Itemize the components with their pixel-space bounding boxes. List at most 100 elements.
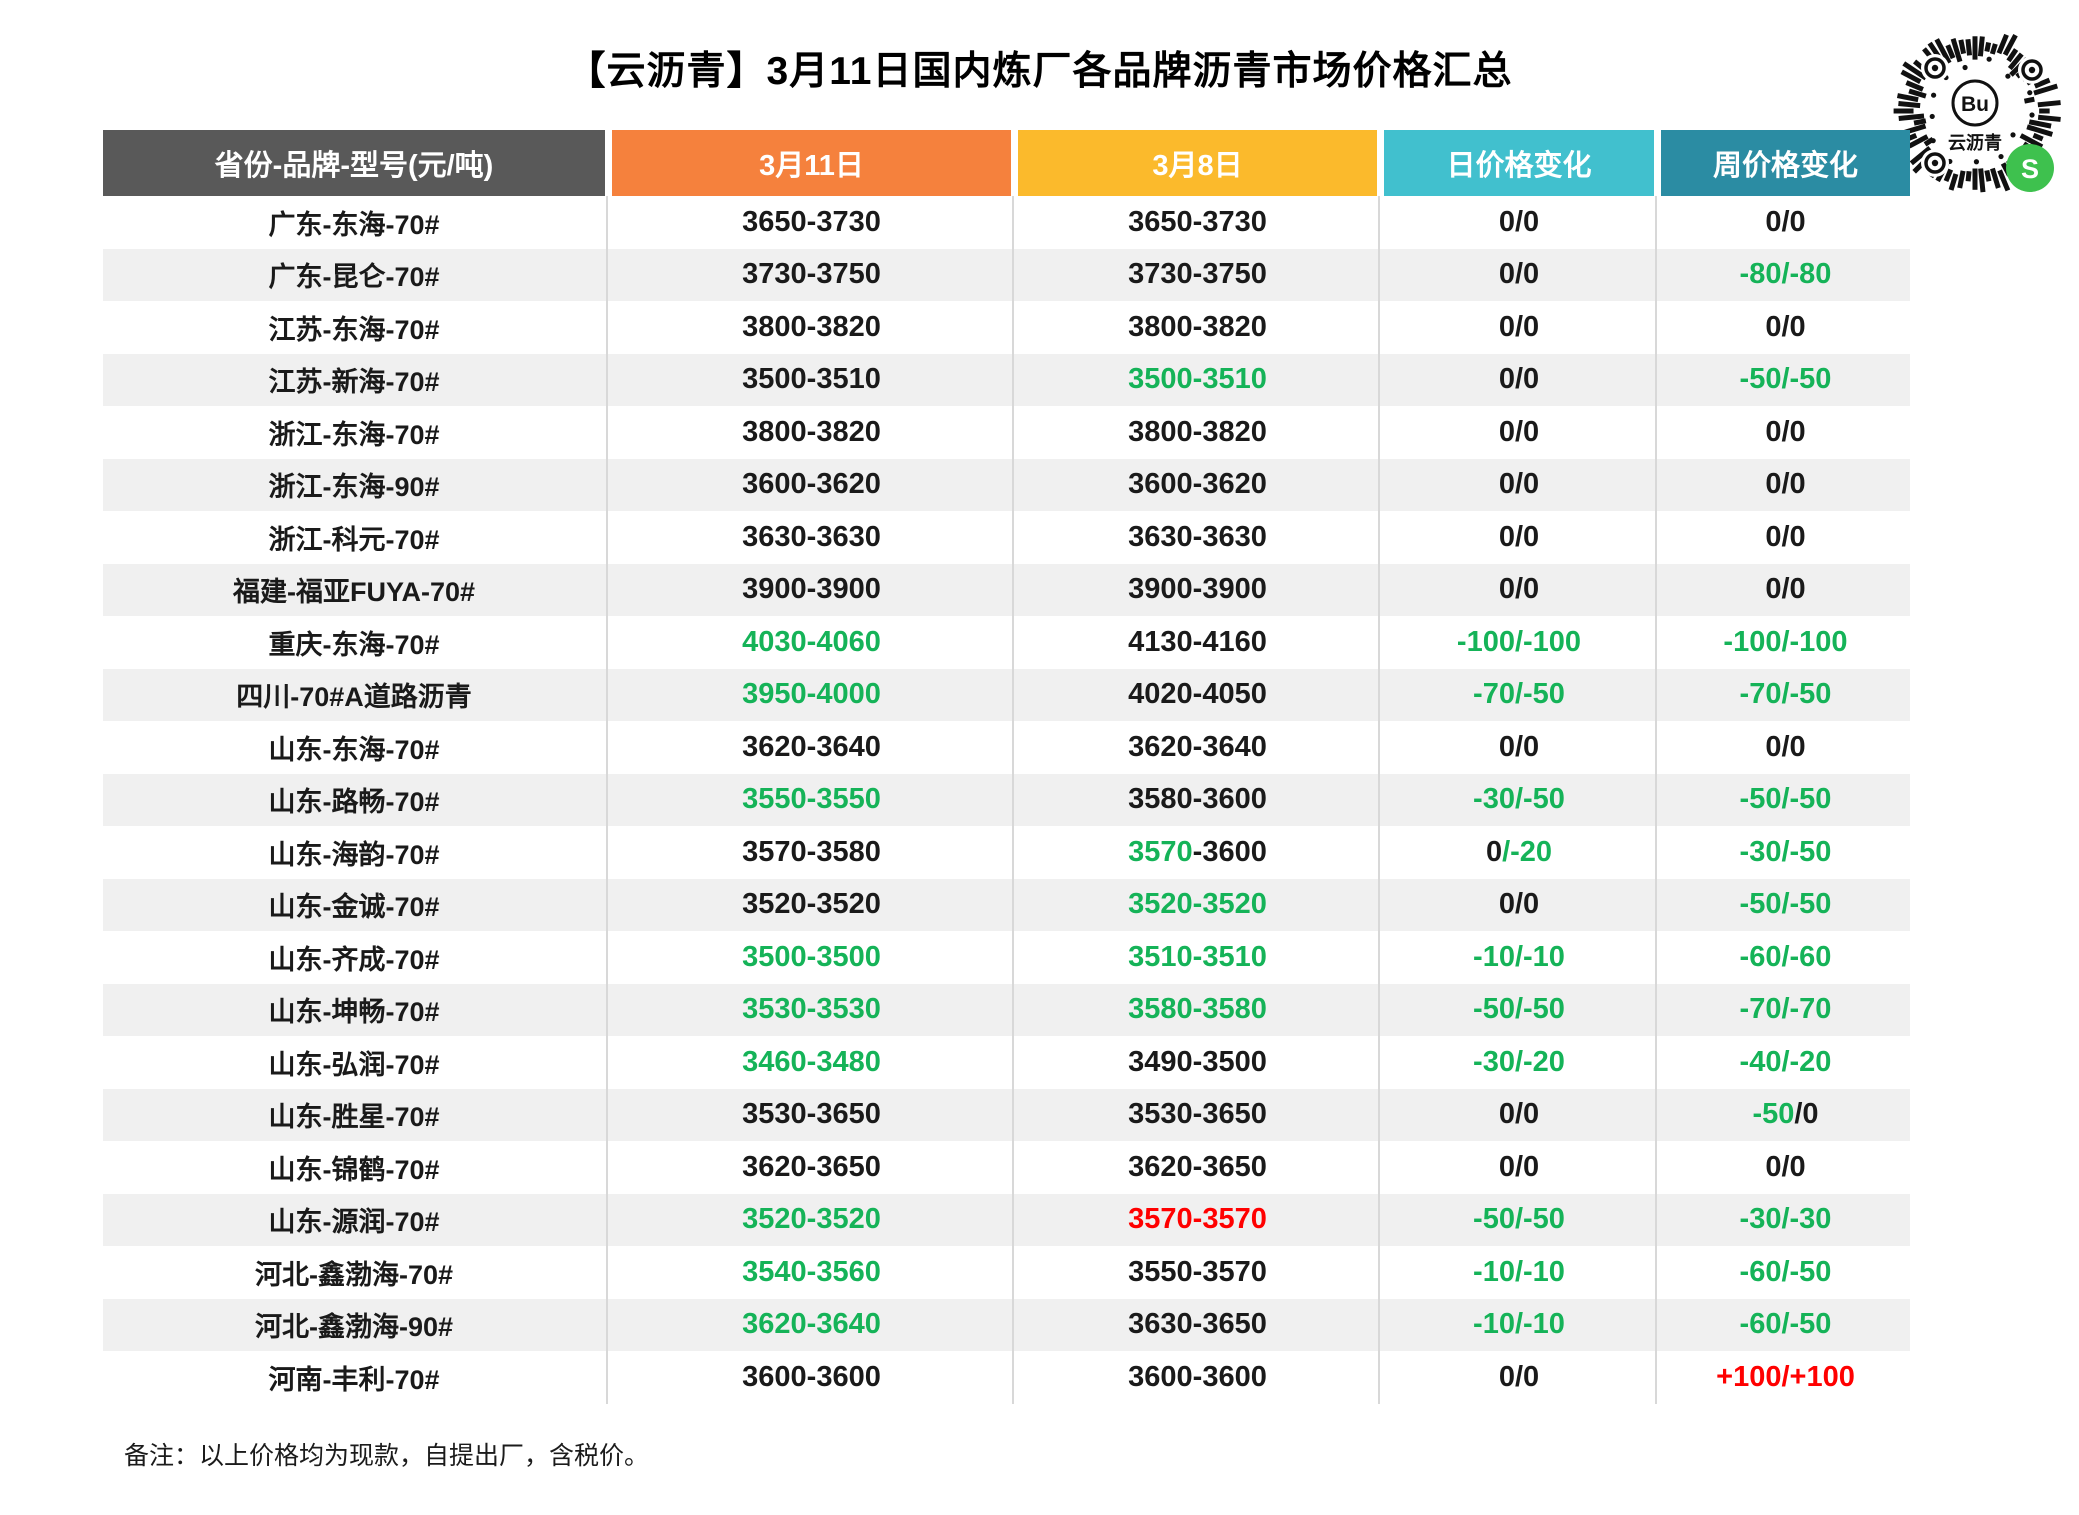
cell-mar11: 3620-3640 <box>612 721 1011 774</box>
price-table: 省份-品牌-型号(元/吨) 3月11日 3月8日 日价格变化 周价格变化 广东-… <box>103 130 1910 1404</box>
table-row: 山东-坤畅-70# 3530-3530 3580-3580 -50/-50 -70/-7… <box>103 983 1910 1037</box>
cell-mar11: 3950-4000 <box>612 669 1011 722</box>
value-segment: 0/0 <box>1765 730 1806 763</box>
cell-mar11: 3730-3750 <box>612 249 1011 302</box>
value-segment: 河北-鑫渤海-70# <box>254 1259 454 1290</box>
cell-weekly: 0/0 <box>1661 459 1910 512</box>
value-segment: 4030-4060 <box>742 625 881 658</box>
value-segment: 3620-3640 <box>742 1308 881 1341</box>
value-segment: 0/0 <box>1498 205 1540 238</box>
value-segment: 3530-3650 <box>1128 1098 1267 1131</box>
value-segment: -30/-50 <box>1473 783 1565 816</box>
value-segment: 0/0 <box>1765 415 1806 448</box>
cell-label: 浙江-东海-90# <box>103 459 605 512</box>
value-segment: 浙江-东海-70# <box>268 419 440 450</box>
cell-mar8: 3570-3570 <box>1018 1194 1377 1247</box>
cell-mar8: 3530-3650 <box>1018 1089 1377 1142</box>
column-header-daily-change: 日价格变化 <box>1384 130 1654 196</box>
cell-daily: -100/-100 <box>1384 616 1654 669</box>
cell-label: 江苏-东海-70# <box>103 301 605 354</box>
cell-mar11: 3900-3900 <box>612 564 1011 617</box>
value-segment: 3650-3730 <box>742 205 881 238</box>
cell-daily: 0/0 <box>1384 354 1654 407</box>
value-segment: 3520-3520 <box>1128 888 1267 921</box>
cell-mar11: 3460-3480 <box>612 1036 1011 1089</box>
cell-daily: -50/-50 <box>1384 984 1654 1037</box>
value-segment: 3510-3510 <box>1128 940 1267 973</box>
cell-daily: 0/0 <box>1384 511 1654 564</box>
column-divider <box>606 196 608 1404</box>
cell-label: 广东-东海-70# <box>103 196 605 249</box>
column-header-mar8: 3月8日 <box>1018 130 1377 196</box>
value-segment: 3620-3650 <box>1128 1150 1267 1183</box>
cell-mar8: 3580-3600 <box>1018 774 1377 827</box>
value-segment: 0/0 <box>1498 310 1540 343</box>
table-row: 山东-弘润-70# 3460-3480 3490-3500 -30/-20 -40/-2… <box>103 1036 1910 1089</box>
cell-daily: -10/-10 <box>1384 931 1654 984</box>
cell-mar11: 3600-3620 <box>612 459 1011 512</box>
cell-weekly: -60/-50 <box>1661 1299 1910 1352</box>
qr-center-logo: Bu 云沥青 <box>1935 71 2015 153</box>
cell-label: 山东-源润-70# <box>103 1194 605 1247</box>
value-segment: -30/-20 <box>1473 1045 1565 1078</box>
value-segment: 0/0 <box>1765 205 1806 238</box>
table-row: 山东-东海-70# 3620-3640 3620-3640 0/0 0/0 <box>103 721 1910 774</box>
cell-weekly: 0/0 <box>1661 721 1910 774</box>
value-segment: 广东-东海-70# <box>268 209 440 240</box>
column-header-weekly-change: 周价格变化 <box>1661 130 1910 196</box>
cell-mar11: 3520-3520 <box>612 1194 1011 1247</box>
table-body: 广东-东海-70# 3650-3730（批量优惠）3650-3730（批量优惠） 0… <box>103 196 1910 1404</box>
cell-mar8: 3580-3580 <box>1018 984 1377 1037</box>
value-segment: 山东-锦鹤-70# <box>268 1154 440 1185</box>
cell-daily: 0/0 <box>1384 879 1654 932</box>
cell-label: 河南-丰利-70# <box>103 1351 605 1404</box>
cell-label: 重庆-东海-70# <box>103 616 605 669</box>
value-segment: 3550-3550 <box>742 783 881 816</box>
cell-mar8: 3620-3640 <box>1018 721 1377 774</box>
cell-daily: 0/0 <box>1384 406 1654 459</box>
cell-mar11: 3600-3600 <box>612 1351 1011 1404</box>
column-divider <box>1012 196 1014 1404</box>
cell-weekly: -50/0 <box>1661 1089 1910 1142</box>
wechat-miniprogram-icon: S <box>2006 144 2054 192</box>
value-segment: 3730-3750 <box>742 258 881 291</box>
qr-marker-bottom-left <box>1921 149 1949 177</box>
value-segment: 0/0 <box>1498 258 1540 291</box>
table-row: 山东-路畅-70# 3550-3550 3580-3600 -30/-50 -50/-5… <box>103 773 1910 827</box>
cell-weekly: -50/-50 <box>1661 879 1910 932</box>
miniprogram-s-glyph: S <box>2021 154 2039 184</box>
cell-mar11: 3520-3520 <box>612 879 1011 932</box>
cell-weekly: 0/0 <box>1661 511 1910 564</box>
cell-mar11: 3800-3820（批量优惠） <box>612 301 1011 354</box>
column-header-mar11: 3月11日 <box>612 130 1011 196</box>
value-segment: 山东-金诚-70# <box>268 892 440 923</box>
value-segment: 3550-3570 <box>1128 1255 1267 1288</box>
value-segment: 山东-东海-70# <box>268 734 440 765</box>
value-segment: 3950-4000 <box>742 678 881 711</box>
table-row: 福建-福亚FUYA-70# 3900-3900 3900-3900 0/0 0/0 <box>103 563 1910 617</box>
cell-mar8: 3600-3620 <box>1018 459 1377 512</box>
value-segment: 福建-福亚FUYA-70# <box>232 577 476 608</box>
value-segment: 3800-3820 <box>1128 310 1267 343</box>
value-segment: 河南-丰利-70# <box>268 1364 440 1395</box>
table-row: 山东-源润-70# 3520-3520 3570-3570 -50/-50 -30/-3… <box>103 1193 1910 1247</box>
table-row: 山东-锦鹤-70# 3620-3650 3620-3650 0/0 0/0 <box>103 1141 1910 1194</box>
table-row: 江苏-东海-70# 3800-3820（批量优惠）3800-3820（批量优惠） 0… <box>103 301 1910 354</box>
value-segment: 山东-路畅-70# <box>268 787 440 818</box>
value-segment: -70/-70 <box>1739 993 1832 1026</box>
cell-daily: -50/-50 <box>1384 1194 1654 1247</box>
table-row: 浙江-东海-90# 3600-3620 3600-3620 0/0 0/0 <box>103 458 1910 512</box>
value-segment: 3650-3730 <box>1128 205 1267 238</box>
cell-daily: 0/0 <box>1384 249 1654 302</box>
value-segment: -30/-50 <box>1739 835 1832 868</box>
cell-mar8: 3800-3820（批量优惠） <box>1018 406 1377 459</box>
cell-weekly: -30/-50 <box>1661 826 1910 879</box>
table-row: 四川-70#A道路沥青 3950-4000 4020-4050 -70/-50 -70/… <box>103 668 1910 722</box>
cell-mar11: 3500-3500 <box>612 931 1011 984</box>
cell-mar8: 3500-3510 <box>1018 354 1377 407</box>
value-segment: /-20 <box>1502 835 1553 868</box>
value-segment: 0/0 <box>1498 1150 1540 1183</box>
cell-daily: -30/-50 <box>1384 774 1654 827</box>
value-segment: 3620-3640 <box>1128 730 1267 763</box>
value-segment: 0/0 <box>1498 888 1540 921</box>
